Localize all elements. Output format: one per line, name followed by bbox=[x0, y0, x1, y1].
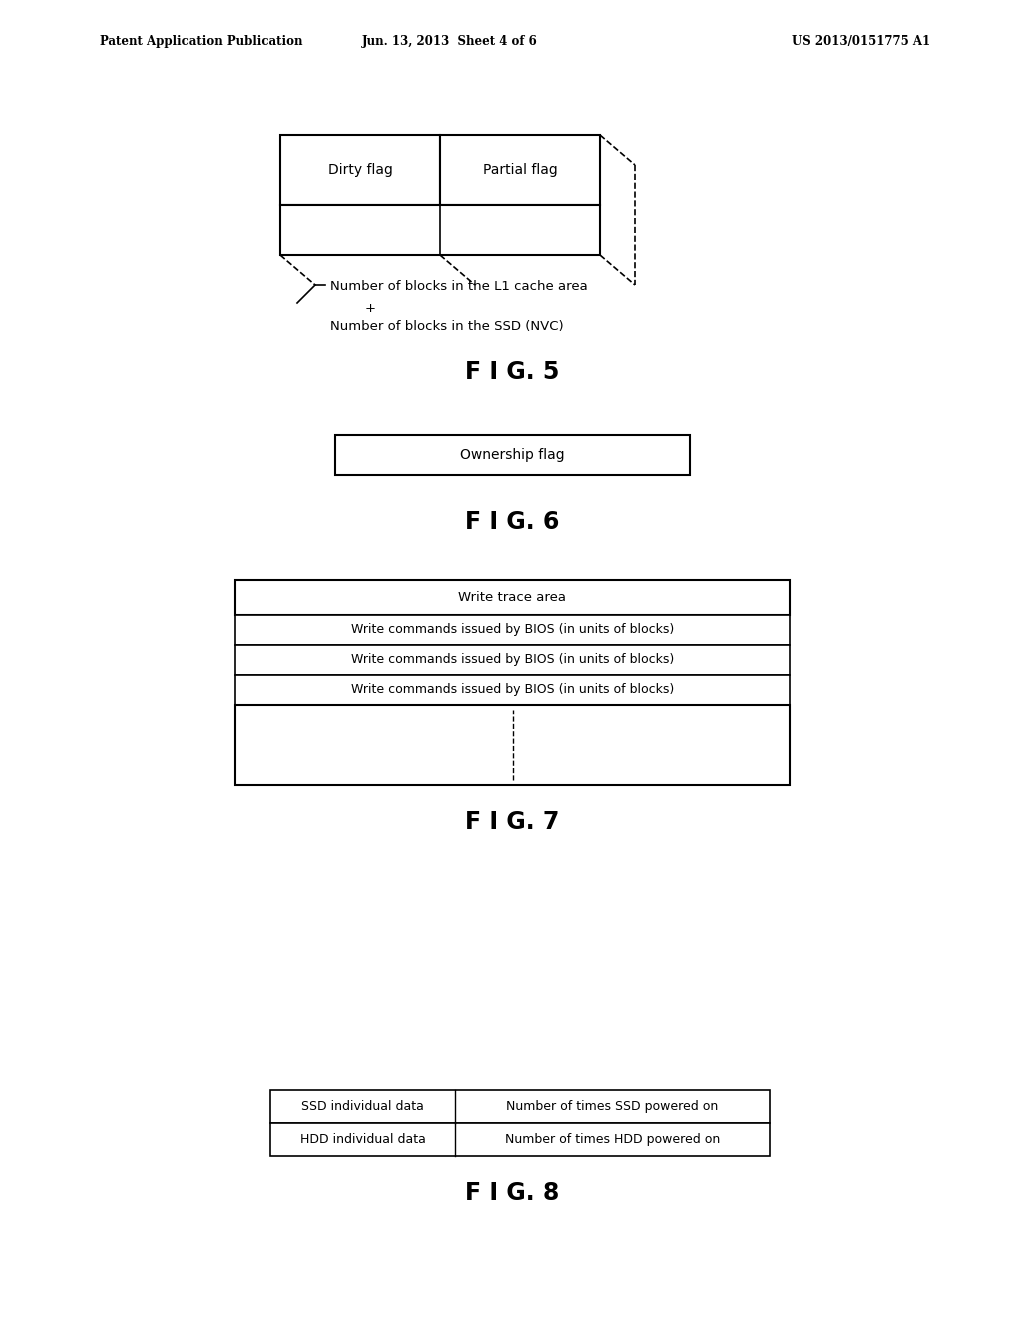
Text: Jun. 13, 2013  Sheet 4 of 6: Jun. 13, 2013 Sheet 4 of 6 bbox=[362, 36, 538, 48]
FancyBboxPatch shape bbox=[270, 1123, 770, 1156]
Text: F I G. 8: F I G. 8 bbox=[465, 1181, 559, 1205]
FancyBboxPatch shape bbox=[234, 645, 790, 675]
FancyBboxPatch shape bbox=[270, 1090, 770, 1123]
Text: Number of times SSD powered on: Number of times SSD powered on bbox=[507, 1100, 719, 1113]
Text: Write trace area: Write trace area bbox=[459, 591, 566, 605]
FancyBboxPatch shape bbox=[280, 205, 600, 255]
FancyBboxPatch shape bbox=[280, 135, 440, 205]
Text: F I G. 7: F I G. 7 bbox=[465, 810, 559, 834]
Text: +: + bbox=[365, 302, 376, 315]
Text: SSD individual data: SSD individual data bbox=[301, 1100, 424, 1113]
Text: Number of blocks in the L1 cache area: Number of blocks in the L1 cache area bbox=[330, 280, 588, 293]
FancyBboxPatch shape bbox=[234, 579, 790, 615]
FancyBboxPatch shape bbox=[234, 615, 790, 645]
Text: Patent Application Publication: Patent Application Publication bbox=[100, 36, 302, 48]
FancyBboxPatch shape bbox=[440, 135, 600, 205]
Text: Ownership flag: Ownership flag bbox=[460, 447, 565, 462]
Text: F I G. 6: F I G. 6 bbox=[465, 510, 559, 535]
Text: US 2013/0151775 A1: US 2013/0151775 A1 bbox=[792, 36, 930, 48]
Text: Write commands issued by BIOS (in units of blocks): Write commands issued by BIOS (in units … bbox=[351, 623, 674, 636]
Text: Dirty flag: Dirty flag bbox=[328, 162, 392, 177]
Text: Partial flag: Partial flag bbox=[482, 162, 557, 177]
Text: F I G. 5: F I G. 5 bbox=[465, 360, 559, 384]
Text: Write commands issued by BIOS (in units of blocks): Write commands issued by BIOS (in units … bbox=[351, 653, 674, 667]
Text: HDD individual data: HDD individual data bbox=[300, 1133, 425, 1146]
Text: Write commands issued by BIOS (in units of blocks): Write commands issued by BIOS (in units … bbox=[351, 684, 674, 697]
Text: Number of times HDD powered on: Number of times HDD powered on bbox=[505, 1133, 720, 1146]
FancyBboxPatch shape bbox=[234, 675, 790, 705]
FancyBboxPatch shape bbox=[234, 705, 790, 785]
Text: Number of blocks in the SSD (NVC): Number of blocks in the SSD (NVC) bbox=[330, 319, 563, 333]
FancyBboxPatch shape bbox=[335, 436, 690, 475]
